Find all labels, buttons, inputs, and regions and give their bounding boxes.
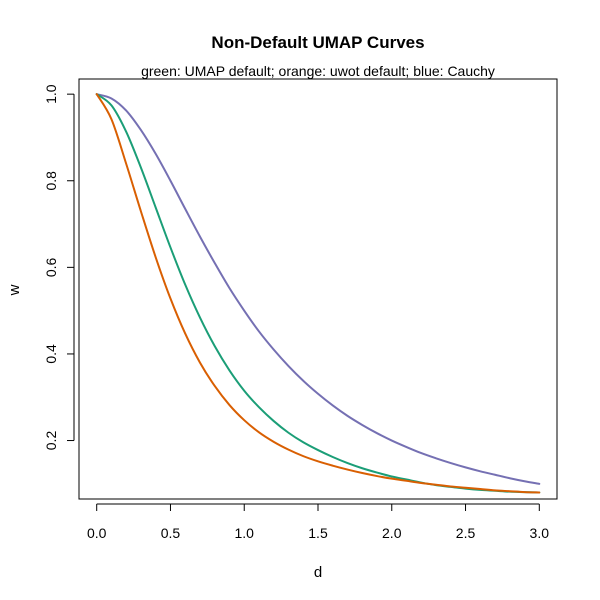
x-tick-label: 0.5	[161, 525, 181, 541]
x-tick-label: 1.5	[308, 525, 328, 541]
x-axis-label: d	[314, 564, 322, 581]
x-tick-label: 0.0	[87, 525, 107, 541]
series-layer	[95, 93, 541, 494]
x-tick-label: 2.0	[382, 525, 402, 541]
y-tick-label: 1.0	[43, 84, 59, 104]
series-line-purple	[95, 93, 541, 485]
series-line-orange	[95, 93, 541, 494]
y-tick-label: 0.4	[43, 344, 59, 364]
x-axis: 0.0 0.5 1.0 1.5 2.0 2.5 3.0	[87, 503, 550, 541]
y-tick-label: 0.6	[43, 257, 59, 277]
x-tick-label: 1.0	[235, 525, 255, 541]
plot-frame	[78, 78, 558, 500]
chart-subtitle: green: UMAP default; orange: uwot defaul…	[141, 63, 495, 79]
y-tick-label: 0.2	[43, 431, 59, 451]
x-tick-label: 2.5	[456, 525, 476, 541]
y-axis: 0.2 0.4 0.6 0.8 1.0	[43, 84, 75, 451]
chart-title: Non-Default UMAP Curves	[211, 33, 424, 52]
y-tick-label: 0.8	[43, 171, 59, 191]
y-axis-label: w	[6, 284, 23, 296]
x-tick-label: 3.0	[530, 525, 550, 541]
